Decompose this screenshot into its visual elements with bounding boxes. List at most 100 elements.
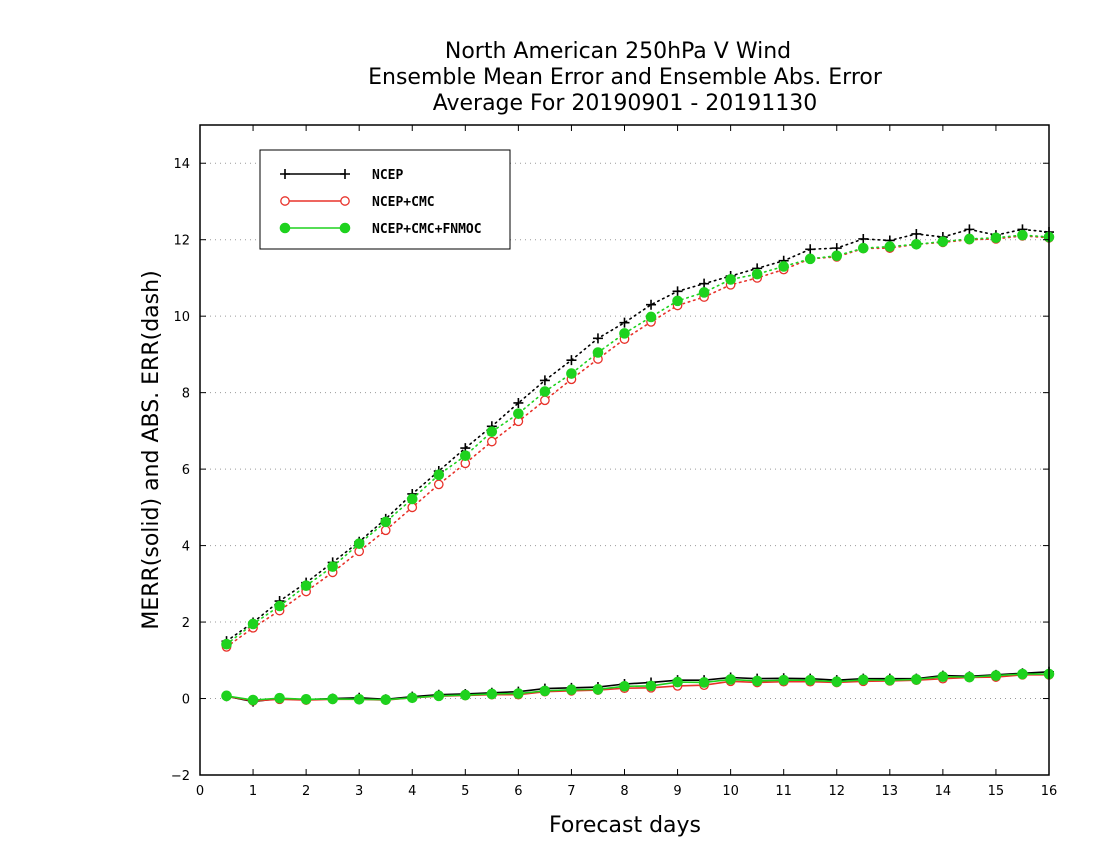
- abs-err-point-ncep-cmc-fnmoc: [592, 347, 604, 358]
- merr-point-ncep-cmc-fnmoc: [751, 675, 763, 687]
- abs-err-point-ncep-cmc-fnmoc: [327, 561, 338, 572]
- abs-err-line-ncep-cmc-fnmoc: [225, 234, 1050, 646]
- y-tick-label: −2: [171, 769, 190, 784]
- x-tick-label: 11: [775, 784, 792, 799]
- abs-err-point-ncep-cmc-fnmoc: [353, 538, 365, 549]
- abs-err-point-ncep-cmc-fnmoc: [857, 242, 869, 254]
- chart-title-line-3: Average For 20190901 - 20191130: [433, 91, 818, 116]
- merr-point-ncep-cmc-fnmoc: [327, 693, 338, 705]
- y-tick-label: 0: [182, 693, 190, 708]
- abs-err-point-ncep: [539, 375, 550, 386]
- series-ncep-cmc: [221, 231, 1054, 706]
- x-axis-label: Forecast days: [549, 813, 701, 838]
- x-tick-label: 8: [620, 784, 628, 799]
- merr-point-ncep-cmc-fnmoc: [990, 670, 1002, 681]
- y-tick-label: 2: [182, 616, 190, 631]
- y-axis-label: MERR(solid) and ABS. ERR(dash): [139, 270, 164, 629]
- x-tick-label: 14: [935, 784, 952, 799]
- merr-point-ncep-cmc-fnmoc: [645, 680, 657, 692]
- merr-point-ncep-cmc-fnmoc: [247, 694, 259, 706]
- x-tick-label: 9: [673, 784, 681, 799]
- abs-err-point-ncep: [911, 228, 922, 239]
- x-tick-label: 2: [302, 784, 310, 799]
- merr-point-ncep-cmc-fnmoc: [698, 677, 710, 688]
- abs-err-point-ncep: [513, 397, 524, 408]
- y-tick-label: 6: [182, 463, 190, 478]
- merr-point-ncep-cmc-fnmoc: [566, 684, 577, 696]
- merr-point-ncep-cmc-fnmoc: [884, 674, 896, 686]
- abs-err-point-ncep-cmc-fnmoc: [937, 236, 949, 247]
- merr-point-ncep-cmc-fnmoc: [513, 688, 524, 699]
- merr-point-ncep-cmc-fnmoc: [406, 692, 418, 704]
- abs-err-point-ncep-cmc-fnmoc: [486, 426, 498, 437]
- abs-err-point-ncep: [805, 244, 816, 255]
- merr-point-ncep-cmc-fnmoc: [592, 684, 604, 695]
- abs-err-point-ncep-cmc-fnmoc: [725, 274, 736, 285]
- merr-point-ncep-cmc-fnmoc: [911, 674, 922, 685]
- y-tick-label: 10: [173, 310, 190, 325]
- legend-box: [259, 149, 511, 250]
- chart-title-line-1: North American 250hPa V Wind: [445, 39, 791, 64]
- abs-err-point-ncep-cmc: [486, 436, 497, 447]
- x-tick-label: 10: [722, 784, 739, 799]
- abs-err-point-ncep: [672, 286, 683, 297]
- abs-err-point-ncep-cmc: [540, 395, 550, 406]
- merr-point-ncep-cmc-fnmoc: [1017, 668, 1028, 680]
- x-tick-label: 12: [828, 784, 845, 799]
- abs-err-point-ncep-cmc-fnmoc: [831, 250, 843, 262]
- abs-err-point-ncep-cmc-fnmoc: [778, 261, 789, 272]
- legend-marker-ncep: [280, 169, 290, 179]
- abs-err-point-ncep-cmc: [433, 479, 444, 490]
- merr-point-ncep-cmc-fnmoc: [486, 688, 498, 700]
- legend-marker-ncep-cmc: [280, 196, 290, 206]
- abs-err-point-ncep-cmc-fnmoc: [221, 638, 232, 650]
- x-tick-label: 6: [514, 784, 522, 799]
- legend-label-ncep: NCEP: [372, 168, 403, 183]
- abs-err-point-ncep: [964, 224, 975, 235]
- legend-marker-ncep: [340, 169, 350, 179]
- abs-err-point-ncep-cmc-fnmoc: [300, 580, 312, 592]
- merr-point-ncep-cmc-fnmoc: [778, 674, 789, 686]
- legend-label-ncep-cmc: NCEP+CMC: [372, 195, 435, 210]
- x-tick-label: 1: [249, 784, 257, 799]
- abs-err-point-ncep-cmc-fnmoc: [698, 287, 710, 298]
- abs-err-point-ncep-cmc-fnmoc: [751, 268, 763, 280]
- abs-err-point-ncep: [699, 278, 710, 289]
- abs-err-point-ncep-cmc-fnmoc: [274, 600, 285, 612]
- merr-point-ncep-cmc-fnmoc: [539, 685, 551, 697]
- abs-err-point-ncep-cmc: [380, 525, 391, 536]
- abs-err-point-ncep: [646, 299, 657, 310]
- abs-err-point-ncep-cmc-fnmoc: [964, 233, 975, 245]
- merr-point-ncep-cmc-fnmoc: [380, 694, 392, 705]
- abs-err-line-ncep: [225, 228, 1050, 642]
- merr-point-ncep-cmc-fnmoc: [433, 690, 445, 702]
- abs-err-point-ncep-cmc-fnmoc: [619, 328, 630, 339]
- x-tick-label: 4: [408, 784, 416, 799]
- merr-point-ncep-cmc-fnmoc: [353, 693, 365, 705]
- abs-err-point-ncep-cmc-fnmoc: [406, 493, 418, 505]
- abs-err-point-ncep-cmc-fnmoc: [672, 295, 683, 307]
- abs-err-point-ncep-cmc-fnmoc: [460, 450, 471, 462]
- abs-err-point-ncep-cmc-fnmoc: [380, 516, 392, 528]
- merr-point-ncep-cmc-fnmoc: [964, 671, 975, 683]
- abs-err-point-ncep-cmc-fnmoc: [911, 238, 922, 250]
- merr-point-ncep-cmc-fnmoc: [274, 692, 285, 704]
- legend-marker-ncep-cmc-fnmoc: [279, 222, 291, 234]
- x-tick-label: 7: [567, 784, 575, 799]
- merr-point-ncep-cmc-fnmoc: [619, 680, 630, 692]
- abs-err-point-ncep: [566, 355, 577, 366]
- abs-err-point-ncep-cmc-fnmoc: [566, 368, 577, 379]
- x-tick-label: 0: [196, 784, 204, 799]
- legend-marker-ncep-cmc-fnmoc: [339, 222, 351, 234]
- x-tick-label: 3: [355, 784, 363, 799]
- x-tick-label: 13: [882, 784, 899, 799]
- chart-title-line-2: Ensemble Mean Error and Ensemble Abs. Er…: [368, 65, 883, 90]
- x-tick-label: 15: [988, 784, 1005, 799]
- x-tick-label: 16: [1041, 784, 1058, 799]
- merr-point-ncep-cmc-fnmoc: [221, 690, 232, 702]
- merr-point-ncep-cmc-fnmoc: [804, 674, 816, 686]
- y-tick-label: 14: [173, 157, 190, 172]
- merr-point-ncep-cmc-fnmoc: [672, 676, 683, 688]
- merr-point-ncep-cmc-fnmoc: [725, 674, 736, 685]
- series-group: [221, 224, 1055, 707]
